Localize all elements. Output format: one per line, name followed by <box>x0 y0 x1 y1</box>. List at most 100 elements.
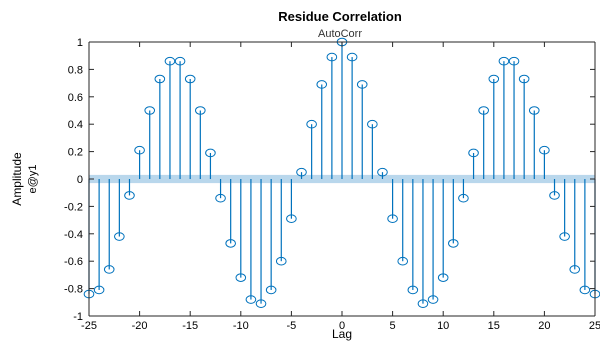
stem-marker <box>468 148 479 158</box>
stem-marker <box>124 191 135 200</box>
stem-marker <box>265 285 277 295</box>
stem-marker <box>245 295 257 304</box>
x-tick-label: 10 <box>437 320 449 332</box>
stem-lag--1 <box>326 52 338 179</box>
stem-marker <box>225 239 236 248</box>
stem-lag--6 <box>275 179 287 266</box>
stem-marker <box>417 299 429 308</box>
stem-lag-14 <box>478 106 489 179</box>
stem-marker <box>326 52 338 62</box>
stem-lag--9 <box>245 179 257 304</box>
y-tick-label: -0.8 <box>64 284 83 296</box>
stem-lag--10 <box>235 179 247 282</box>
stem-marker <box>103 265 115 274</box>
stem-lag-6 <box>397 179 409 266</box>
stem-marker <box>528 106 540 115</box>
stem-marker <box>114 232 125 241</box>
stem-lag-23 <box>569 179 581 274</box>
stem-marker <box>579 285 591 295</box>
stem-marker <box>356 80 368 89</box>
stem-lag--15 <box>184 74 196 179</box>
stem-lag--16 <box>174 56 186 179</box>
stem-marker <box>205 148 216 158</box>
stem-marker <box>286 214 297 224</box>
stem-lag--18 <box>154 74 166 179</box>
stem-lag--23 <box>103 179 115 274</box>
stem-marker <box>377 167 388 177</box>
stem-lag-22 <box>559 179 570 241</box>
stem-marker <box>275 256 287 266</box>
stem-lag-1 <box>346 52 358 179</box>
stem-marker <box>144 106 156 115</box>
stem-marker <box>518 74 530 84</box>
stem-marker <box>346 52 358 62</box>
stem-marker <box>437 273 449 282</box>
y-tick-label: 1 <box>77 37 83 49</box>
stem-lag--4 <box>296 167 307 179</box>
x-ticks: -25 -20 -15 -10 -5 0 5 10 15 20 25 <box>81 42 600 332</box>
stem-marker <box>154 74 166 84</box>
x-tick-label: 5 <box>390 320 396 332</box>
x-tick-label: 25 <box>589 320 600 332</box>
stem-marker <box>448 239 459 248</box>
x-axis-label: Lag <box>332 327 352 341</box>
x-tick-label: 20 <box>538 320 550 332</box>
stem-lag-19 <box>528 106 540 179</box>
stem-marker <box>134 145 145 155</box>
stem-lag--20 <box>134 145 145 179</box>
y-tick-label: 0.8 <box>68 64 83 76</box>
y-tick-label: 0 <box>77 174 83 186</box>
stem-lag--21 <box>124 179 135 200</box>
x-tick-label: 0 <box>339 320 345 332</box>
chart-subtitle: AutoCorr <box>318 28 362 40</box>
stem-lag--13 <box>205 148 216 179</box>
stem-marker <box>427 295 439 304</box>
stem-marker <box>184 74 196 84</box>
stem-marker <box>498 56 510 66</box>
stem-lag--7 <box>265 179 277 295</box>
stem-lag--3 <box>306 119 317 179</box>
y-tick-label: -0.2 <box>64 201 83 213</box>
stem-marker <box>387 214 398 224</box>
stem-lag-3 <box>367 119 378 179</box>
stem-marker <box>488 74 500 84</box>
stem-marker <box>569 265 581 274</box>
y-tick-label: 0.4 <box>68 119 83 131</box>
stem-marker <box>306 119 317 129</box>
stem-marker <box>367 119 378 129</box>
chart-title: Residue Correlation <box>278 9 402 24</box>
stem-lag-21 <box>549 179 560 200</box>
stem-lag--11 <box>225 179 236 248</box>
stem-lag--24 <box>93 179 105 295</box>
stem-lag-24 <box>579 179 591 295</box>
stem-lag-20 <box>539 145 550 179</box>
stem-marker <box>255 299 267 308</box>
y-axis-channel-label: e@y1 <box>27 165 39 194</box>
y-tick-label: -0.6 <box>64 256 83 268</box>
stem-marker <box>195 106 206 115</box>
stem-lag-13 <box>468 148 479 179</box>
stem-marker <box>407 285 419 295</box>
stem-marker <box>316 80 328 89</box>
stem-lag--8 <box>255 179 267 308</box>
stem-lag--12 <box>215 179 226 203</box>
stem-lag--5 <box>286 179 297 224</box>
x-tick-label: -20 <box>132 320 148 332</box>
x-tick-label: -25 <box>81 320 97 332</box>
stem-lag-7 <box>407 179 419 295</box>
stem-lag--17 <box>164 56 176 179</box>
x-tick-label: -15 <box>182 320 198 332</box>
stem-marker <box>478 106 489 115</box>
stem-marker <box>508 56 520 66</box>
stem-marker <box>539 145 550 155</box>
stem-marker <box>93 285 105 295</box>
stem-marker <box>235 273 247 282</box>
y-tick-label: 0.6 <box>68 92 83 104</box>
stem-marker <box>397 256 409 266</box>
stem-lag--14 <box>195 106 206 179</box>
stem-marker <box>458 193 469 203</box>
y-tick-label: -1 <box>73 311 83 323</box>
stem-lag-4 <box>377 167 388 179</box>
stem-lag--19 <box>144 106 156 179</box>
